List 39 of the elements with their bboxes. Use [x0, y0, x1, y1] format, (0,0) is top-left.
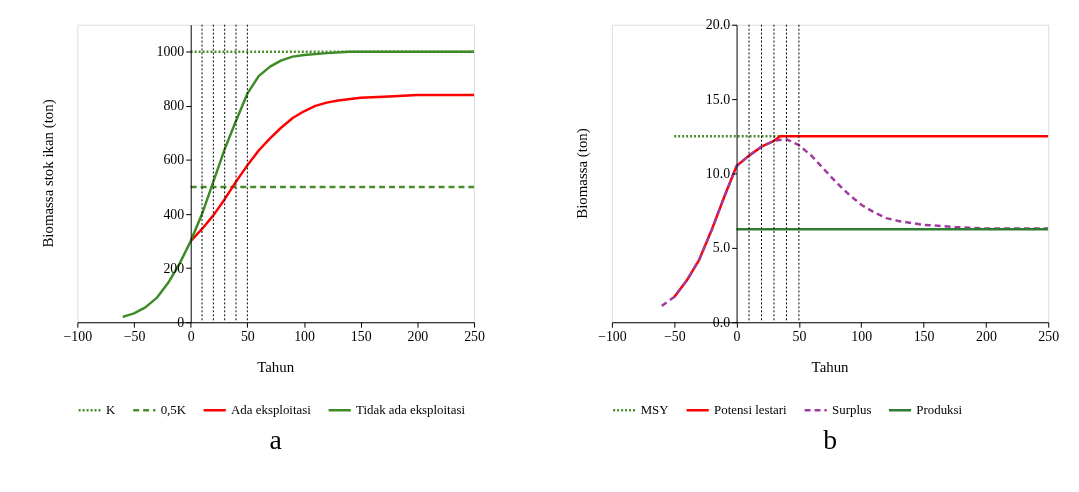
x-tick-label: 150 — [350, 328, 372, 344]
y-tick-label: 600 — [163, 152, 185, 168]
y-axis-title: Biomassa stok ikan (ton) — [39, 99, 57, 248]
legend-label: MSY — [640, 403, 669, 418]
y-axis-title: Biomassa (ton) — [574, 128, 592, 219]
x-tick-label: 0 — [733, 328, 741, 344]
x-tick-label: 250 — [1038, 328, 1060, 344]
x-axis-title: Tahun — [811, 358, 850, 375]
x-tick-label: −50 — [663, 328, 686, 344]
x-tick-label: 250 — [464, 328, 486, 344]
x-tick-label: −50 — [123, 328, 146, 344]
legend-label: 0,5K — [160, 403, 187, 418]
text: a — [269, 424, 282, 456]
y-tick-label: 15.0 — [705, 91, 731, 107]
y-tick-label: 400 — [163, 206, 185, 222]
line-series — [189, 93, 475, 243]
x-tick-label: 50 — [792, 328, 807, 344]
x-tick-label: 200 — [976, 328, 997, 344]
x-tick-label: 100 — [851, 328, 873, 344]
y-tick-label: 5.0 — [712, 240, 731, 256]
x-tick-label: 0 — [187, 328, 195, 344]
text: b — [823, 424, 838, 456]
legend-label: K — [106, 403, 117, 418]
x-tick-label: −100 — [598, 328, 627, 344]
x-tick-label: 150 — [913, 328, 935, 344]
x-tick-label: 200 — [407, 328, 429, 344]
legend-label: Surplus — [832, 403, 872, 418]
legend-label: Tidak ada eksploitasi — [356, 403, 466, 418]
x-tick-label: 100 — [294, 328, 315, 344]
x-axis-title: Tahun — [257, 358, 295, 375]
y-tick-label: 1000 — [156, 44, 185, 60]
legend-label: Produksi — [916, 403, 963, 418]
x-tick-label: 50 — [240, 328, 255, 344]
y-tick-label: 20.0 — [705, 17, 731, 33]
legend-label: Ada eksploitasi — [231, 403, 312, 418]
legend-label: Potensi lestari — [714, 403, 788, 418]
x-tick-label: −100 — [63, 328, 93, 344]
y-tick-label: 10.0 — [705, 165, 731, 181]
y-tick-label: 800 — [163, 98, 185, 114]
